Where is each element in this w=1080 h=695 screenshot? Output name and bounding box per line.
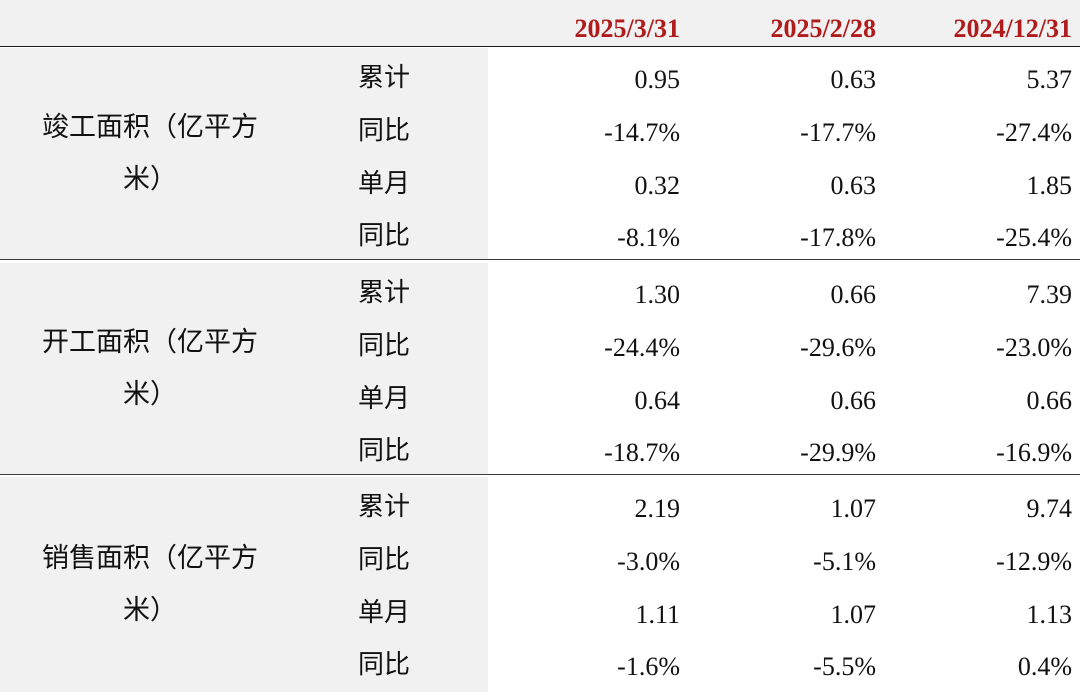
- table-header: 2025/3/31 2025/2/28 2024/12/31: [0, 0, 1080, 47]
- cell-value: -5.1%: [813, 547, 876, 576]
- cell-value: -14.7%: [604, 118, 680, 147]
- cell-value: 0.32: [634, 171, 681, 200]
- cell-value: -24.4%: [604, 333, 680, 362]
- cell-value: -23.0%: [996, 333, 1072, 362]
- cell-value: -5.5%: [813, 652, 876, 681]
- group-label-line1: 开工面积（亿平方: [42, 326, 258, 358]
- cell-value: -16.9%: [996, 438, 1072, 467]
- cell-value: 0.66: [830, 280, 877, 309]
- table-row: 单月 1.11 1.07 1.13: [0, 587, 1080, 640]
- cell-value: 0.66: [830, 386, 877, 415]
- cell-value: 1.30: [634, 280, 681, 309]
- group-label-background: [0, 477, 488, 692]
- cell-value: 0.4%: [1017, 652, 1072, 681]
- group-started-area: 开工面积（亿平方 米） 累计 1.30 0.66 7.39 同比 -24.4% …: [0, 263, 1080, 475]
- cell-value: 2.19: [634, 494, 681, 523]
- table-row: 累计 1.30 0.66 7.39: [0, 267, 1080, 320]
- cell-value: 1.07: [830, 494, 877, 523]
- cell-value: 9.74: [1026, 494, 1073, 523]
- row-label: 单月: [358, 169, 411, 199]
- row-label: 累计: [358, 278, 411, 308]
- cell-value: -27.4%: [996, 118, 1072, 147]
- row-label: 累计: [358, 63, 411, 93]
- cell-value: 0.95: [634, 65, 681, 94]
- cell-value: 7.39: [1026, 280, 1073, 309]
- table-row: 单月 0.32 0.63 1.85: [0, 158, 1080, 211]
- group-label-line2: 米）: [123, 594, 177, 626]
- cell-value: 1.85: [1026, 171, 1073, 200]
- group-label-background: [0, 263, 488, 474]
- row-label: 单月: [358, 598, 411, 628]
- column-header-2025-02-28: 2025/2/28: [770, 14, 876, 43]
- row-label: 单月: [358, 384, 411, 414]
- group-sales-area: 销售面积（亿平方 米） 累计 2.19 1.07 9.74 同比 -3.0% -…: [0, 477, 1080, 692]
- table-row: 同比 -1.6% -5.5% 0.4%: [0, 639, 1080, 692]
- row-label: 累计: [358, 492, 411, 522]
- group-completed-area: 竣工面积（亿平方 米） 累计 0.95 0.63 5.37 同比 -14.7% …: [0, 48, 1080, 260]
- cell-value: -3.0%: [617, 547, 680, 576]
- cell-value: 0.63: [830, 65, 877, 94]
- group-label-line2: 米）: [123, 163, 177, 195]
- table-row: 同比 -24.4% -29.6% -23.0%: [0, 320, 1080, 373]
- group-label-background: [0, 48, 488, 259]
- cell-value: 0.63: [830, 171, 877, 200]
- cell-value: -18.7%: [604, 438, 680, 467]
- table-row: 同比 -18.7% -29.9% -16.9%: [0, 425, 1080, 478]
- cell-value: -25.4%: [996, 223, 1072, 252]
- cell-value: 1.13: [1026, 600, 1073, 629]
- row-label: 同比: [358, 331, 411, 361]
- cell-value: -8.1%: [617, 223, 680, 252]
- row-label: 同比: [358, 650, 411, 680]
- row-label: 同比: [358, 221, 411, 251]
- table-row: 同比 -14.7% -17.7% -27.4%: [0, 105, 1080, 158]
- column-header-2024-12-31: 2024/12/31: [953, 14, 1072, 43]
- row-label: 同比: [358, 116, 411, 146]
- table-row: 单月 0.64 0.66 0.66: [0, 373, 1080, 426]
- table-row: 累计 0.95 0.63 5.37: [0, 52, 1080, 105]
- cell-value: -17.8%: [800, 223, 876, 252]
- cell-value: -29.6%: [800, 333, 876, 362]
- group-label-line2: 米）: [123, 378, 177, 410]
- row-label: 同比: [358, 545, 411, 575]
- cell-value: 0.66: [1026, 386, 1073, 415]
- table-row: 同比 -3.0% -5.1% -12.9%: [0, 534, 1080, 587]
- cell-value: -1.6%: [617, 652, 680, 681]
- group-label: 销售面积（亿平方 米）: [0, 477, 300, 692]
- cell-value: -17.7%: [800, 118, 876, 147]
- row-label: 同比: [358, 436, 411, 466]
- cell-value: 5.37: [1026, 65, 1073, 94]
- cell-value: 0.64: [634, 386, 681, 415]
- cell-value: 1.07: [830, 600, 877, 629]
- cell-value: -29.9%: [800, 438, 876, 467]
- group-label: 竣工面积（亿平方 米）: [0, 48, 300, 259]
- group-label: 开工面积（亿平方 米）: [0, 263, 300, 474]
- group-label-line1: 竣工面积（亿平方: [42, 111, 258, 143]
- table-row: 同比 -8.1% -17.8% -25.4%: [0, 210, 1080, 263]
- group-label-line1: 销售面积（亿平方: [42, 542, 258, 574]
- cell-value: 1.11: [635, 600, 680, 629]
- cell-value: -12.9%: [996, 547, 1072, 576]
- column-header-2025-03-31: 2025/3/31: [574, 14, 680, 43]
- table-row: 累计 2.19 1.07 9.74: [0, 481, 1080, 534]
